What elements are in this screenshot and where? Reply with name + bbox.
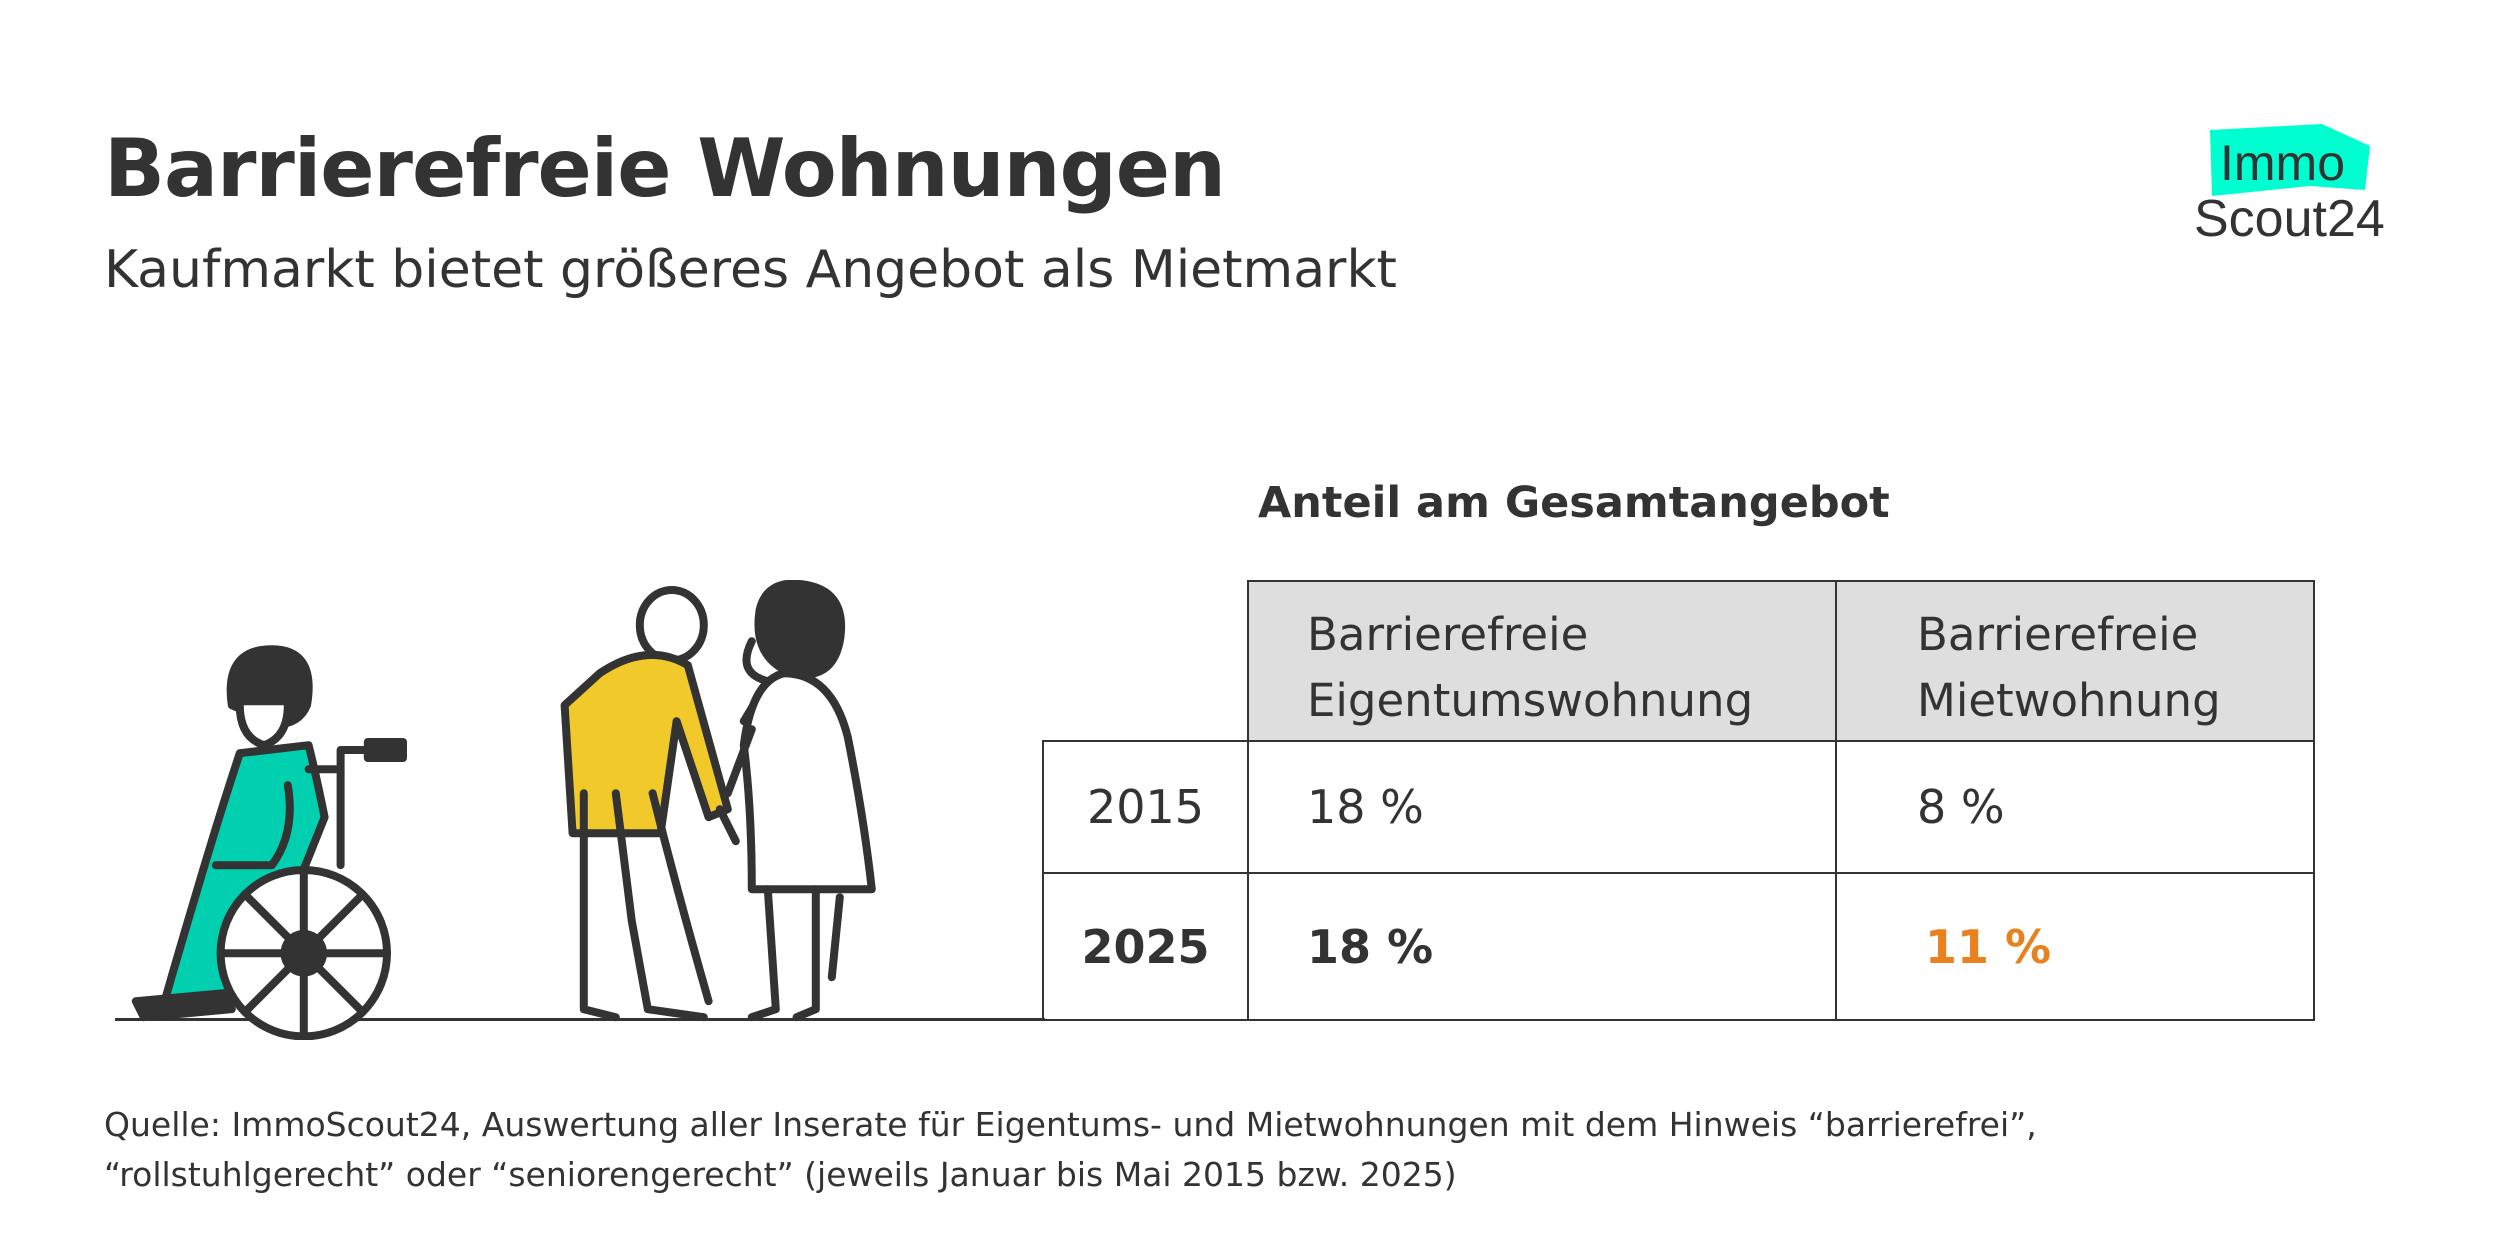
cell-2025-miete-highlight: 11 %: [1835, 872, 2315, 1021]
source-note-line: “rollstuhlgerecht” oder “seniorengerecht…: [104, 1155, 1457, 1194]
cell-2015-miete: 8 %: [1835, 740, 2315, 874]
people-illustration: [131, 580, 876, 1040]
elderly-person-figure: [560, 585, 740, 1022]
column-header-miete: Barrierefreie Mietwohnung: [1835, 580, 2315, 742]
source-note: Quelle: ImmoScout24, Auswertung aller In…: [104, 1100, 2037, 1200]
row-label-2025: 2025: [1042, 872, 1249, 1021]
column-header-line: Eigentumswohnung: [1307, 674, 1754, 727]
cell-2025-eigentum: 18 %: [1247, 872, 1837, 1021]
helper-figure: [723, 580, 876, 1022]
immoscout24-logo: Immo Scout24: [2190, 118, 2400, 248]
column-header-line: Barrierefreie: [1307, 608, 1589, 661]
page-subtitle: Kaufmarkt bietet größeres Angebot als Mi…: [104, 240, 1397, 300]
svg-text:Immo: Immo: [2220, 135, 2345, 191]
table-title: Anteil am Gesamtangebot: [1258, 478, 1890, 528]
column-header-eigentum: Barrierefreie Eigentumswohnung: [1247, 580, 1837, 742]
cell-2015-eigentum: 18 %: [1247, 740, 1837, 874]
wheelchair-user-figure: [131, 645, 408, 1040]
ground-line: [115, 1018, 1045, 1021]
column-header-line: Mietwohnung: [1917, 674, 2221, 727]
column-header-line: Barrierefreie: [1917, 608, 2199, 661]
row-label-2015: 2015: [1042, 740, 1249, 874]
source-note-line: Quelle: ImmoScout24, Auswertung aller In…: [104, 1105, 2037, 1144]
page-title: Barrierefreie Wohnungen: [104, 122, 1226, 215]
svg-text:Scout24: Scout24: [2194, 190, 2385, 248]
